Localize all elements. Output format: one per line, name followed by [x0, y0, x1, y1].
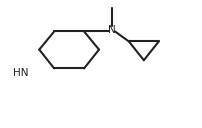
Text: N: N	[108, 25, 116, 35]
Text: HN: HN	[13, 68, 28, 78]
